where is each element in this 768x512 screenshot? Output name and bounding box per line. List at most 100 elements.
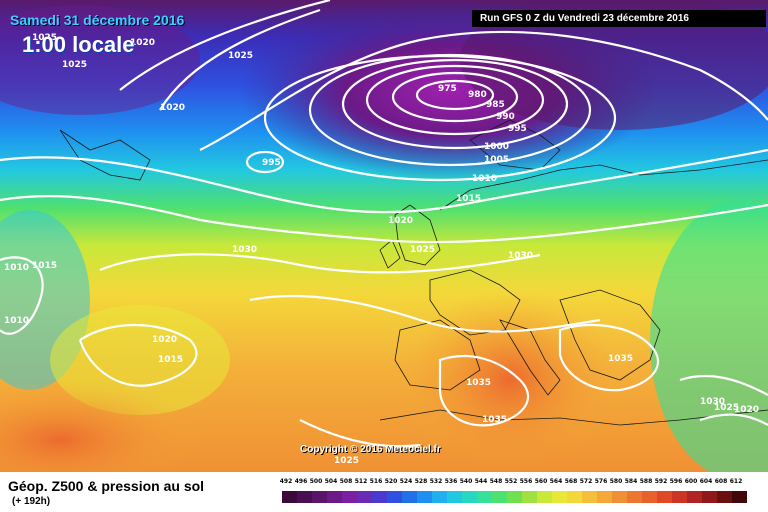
isobar-label: 975 — [438, 84, 457, 94]
isobar-label: 1015 — [158, 355, 183, 365]
color-scale-value: 600 — [684, 478, 698, 485]
color-scale-value: 544 — [474, 478, 488, 485]
color-scale-swatch — [327, 491, 342, 503]
isobar-label: 1025 — [228, 51, 253, 61]
color-scale-swatch — [297, 491, 312, 503]
color-scale-swatch — [417, 491, 432, 503]
geopotential-map-canvas: 1025 1020 1025 1025 1020 975 980 985 990… — [0, 0, 768, 472]
weather-map: 1025 1020 1025 1025 1020 975 980 985 990… — [0, 0, 768, 472]
isobar-label: 1010 — [4, 263, 29, 273]
color-scale-value: 580 — [609, 478, 623, 485]
color-scale-swatch — [732, 491, 747, 503]
color-scale-value: 508 — [339, 478, 353, 485]
color-scale-swatch — [702, 491, 717, 503]
color-scale-value: 536 — [444, 478, 458, 485]
model-run-label: Run GFS 0 Z du Vendredi 23 décembre 2016 — [472, 10, 766, 27]
isobar-label: 1025 — [714, 403, 739, 413]
color-scale-value: 516 — [369, 478, 383, 485]
isobars — [0, 0, 768, 448]
color-scale-swatch — [387, 491, 402, 503]
color-scale-swatch — [357, 491, 372, 503]
color-scale-value: 612 — [729, 478, 743, 485]
forecast-step: (+ 192h) — [12, 496, 51, 507]
isobar-label: 1010 — [472, 174, 497, 184]
color-scale-swatch — [687, 491, 702, 503]
color-scale-swatch — [492, 491, 507, 503]
color-scale-value: 496 — [294, 478, 308, 485]
isobar-label: 1000 — [484, 142, 509, 152]
isobar-label: 1030 — [700, 397, 725, 407]
isobar-label: 995 — [508, 124, 527, 134]
color-scale-swatch — [402, 491, 417, 503]
isobar-label: 1025 — [410, 245, 435, 255]
isobar-label: 980 — [468, 90, 487, 100]
isobar-label: 1020 — [160, 103, 185, 113]
color-scale-swatch — [477, 491, 492, 503]
color-scale-swatch — [372, 491, 387, 503]
isobar-label: 1030 — [232, 245, 257, 255]
isobar-label: 1035 — [482, 415, 507, 425]
color-scale-swatch — [672, 491, 687, 503]
color-scale-swatch — [462, 491, 477, 503]
isobar-label: 1020 — [734, 405, 759, 415]
isobar-label: 1035 — [608, 354, 633, 364]
isobar-label: 1020 — [130, 38, 155, 48]
color-scale-value: 548 — [489, 478, 503, 485]
color-scale-value: 564 — [549, 478, 563, 485]
color-scale-swatch — [432, 491, 447, 503]
color-scale-value: 560 — [534, 478, 548, 485]
color-scale-swatch — [552, 491, 567, 503]
coastlines — [59, 119, 768, 426]
color-scale-value: 596 — [669, 478, 683, 485]
forecast-local-time: 1:00 locale — [22, 32, 135, 57]
isobar-label: 1015 — [456, 194, 481, 204]
color-scale-swatch — [657, 491, 672, 503]
color-scale-value: 500 — [309, 478, 323, 485]
color-scale-value: 524 — [399, 478, 413, 485]
color-scale-value: 592 — [654, 478, 668, 485]
isobar-label: 985 — [486, 100, 505, 110]
color-scale-value: 504 — [324, 478, 338, 485]
isobar-label: 1025 — [32, 33, 57, 43]
low-pressure-west — [0, 5, 200, 115]
isobar-label: 1015 — [32, 261, 57, 271]
color-scale-swatch — [312, 491, 327, 503]
color-scale-value: 588 — [639, 478, 653, 485]
color-scale-swatch — [597, 491, 612, 503]
isobar-label: 1005 — [484, 155, 509, 165]
color-scale-swatch — [612, 491, 627, 503]
color-scale-value: 576 — [594, 478, 608, 485]
isobar-label: 1020 — [152, 335, 177, 345]
isobar-labels: 1025 1020 1025 1025 1020 975 980 985 990… — [4, 33, 759, 466]
warm-region-southwest — [0, 380, 200, 472]
isobar-label: 995 — [262, 158, 281, 168]
warm-region-central — [400, 290, 620, 470]
isobar-label: 990 — [496, 112, 515, 122]
isobar-label: 1025 — [62, 60, 87, 70]
color-scale-swatch — [522, 491, 537, 503]
color-scale-swatch — [537, 491, 552, 503]
color-scale-value: 492 — [279, 478, 293, 485]
map-product-title: Géop. Z500 & pression au sol — [8, 478, 205, 494]
color-scale-value: 572 — [579, 478, 593, 485]
green-trough-east — [650, 200, 768, 472]
color-scale-value: 556 — [519, 478, 533, 485]
color-scale-value: 540 — [459, 478, 473, 485]
color-scale-value: 604 — [699, 478, 713, 485]
color-scale-value: 608 — [714, 478, 728, 485]
color-scale-value: 520 — [384, 478, 398, 485]
color-scale-value: 584 — [624, 478, 638, 485]
isobar-label: 1025 — [334, 456, 359, 466]
color-scale-swatch — [642, 491, 657, 503]
color-scale-swatch — [507, 491, 522, 503]
color-scale-value: 552 — [504, 478, 518, 485]
color-scale-value: 532 — [429, 478, 443, 485]
color-scale-value: 568 — [564, 478, 578, 485]
color-scale-legend: 492 496 500 504 508 512 516 520 524 528 532 536 540 5… — [280, 474, 752, 506]
color-scale-swatch — [282, 491, 297, 503]
isobar-label: 1030 — [508, 251, 533, 261]
isobar-label: 1035 — [466, 378, 491, 388]
isobar-label: 1010 — [4, 316, 29, 326]
color-scale-swatch — [627, 491, 642, 503]
color-scale-swatch — [447, 491, 462, 503]
